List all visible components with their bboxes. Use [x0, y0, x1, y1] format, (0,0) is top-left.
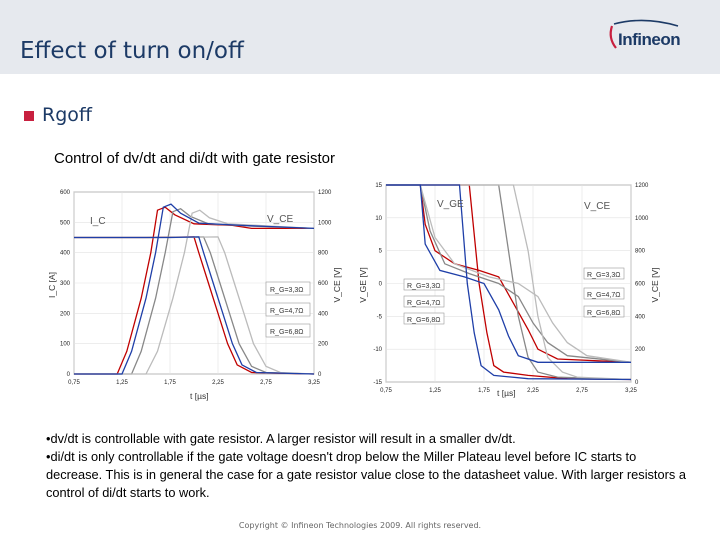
y2-tick-label: 600: [635, 282, 646, 288]
y-tick-label: -15: [373, 380, 382, 386]
left-y2-ticks: 0 200 400 600 800 1000 1200: [318, 190, 332, 378]
notes: •dv/dt is controllable with gate resisto…: [46, 430, 686, 502]
slide-title: Effect of turn on/off: [20, 38, 244, 64]
left-legend-item: R_G=4,7Ω: [270, 308, 303, 315]
series-line-vce: [74, 209, 315, 375]
left-y-ticks: 0 100 200 300 400 500 600: [60, 190, 71, 378]
x-tick-label: 3,25: [308, 380, 320, 386]
right-curve-label-vce: V_CE: [584, 201, 610, 212]
note-line: •dv/dt is controllable with gate resisto…: [46, 431, 516, 446]
y-tick-label: 300: [60, 281, 71, 287]
y-tick-label: -10: [373, 347, 382, 353]
y2-tick-label: 1000: [635, 216, 649, 222]
left-ylabel: I_C [A]: [47, 272, 57, 298]
y2-tick-label: 600: [318, 281, 329, 287]
right-xlabel: t [µs]: [497, 388, 516, 398]
series-line-vge: [386, 184, 632, 363]
left-curve-label-ic: I_C: [90, 216, 106, 227]
logo-text: Infineon: [618, 30, 680, 49]
left-xlabel: t [µs]: [190, 391, 209, 401]
y-tick-label: 0: [67, 372, 71, 378]
right-legend-item: R_G=4,7Ω: [587, 292, 620, 299]
x-tick-label: 2,75: [260, 380, 272, 386]
y2-tick-label: 200: [635, 347, 646, 353]
right-legend-item: R_G=4,7Ω: [407, 300, 440, 307]
charts-canvas: 0,75 1,25 1,75 2,25 2,75 3,25 010020030040050…: [47, 183, 660, 401]
y-tick-label: 0: [379, 282, 383, 288]
copyright: Copyright © Infineon Technologies 2009. …: [238, 521, 482, 530]
left-series: [74, 203, 315, 375]
y-tick-label: 100: [60, 342, 71, 348]
left-curve-label-vce: V_CE: [267, 214, 293, 225]
right-chart: 0,75 1,25 1,75 2,25 2,75 3,25 -15-10-5051015 …: [358, 183, 660, 398]
y2-tick-label: 800: [318, 251, 329, 257]
x-tick-label: 1,25: [116, 380, 128, 386]
right-legend-left: R_G=3,3Ω R_G=4,7Ω R_G=6,8Ω: [403, 278, 445, 325]
x-tick-label: 1,25: [429, 388, 441, 394]
series-line-vce: [74, 203, 315, 375]
y2-tick-label: 400: [318, 311, 329, 317]
y2-tick-label: 0: [318, 372, 322, 378]
right-legend-item: R_G=3,3Ω: [587, 272, 620, 279]
series-line-ic: [74, 236, 315, 375]
left-x-ticks: 0,75 1,25 1,75 2,25 2,75 3,25: [68, 380, 320, 386]
series-line-vge: [386, 184, 632, 363]
x-tick-label: 2,25: [527, 388, 539, 394]
y2-tick-label: 1200: [318, 190, 332, 196]
right-legend-item: R_G=6,8Ω: [407, 317, 440, 324]
x-tick-label: 1,75: [164, 380, 176, 386]
series-line-vce: [386, 184, 632, 381]
y2-tick-label: 200: [318, 342, 329, 348]
left-grid: [73, 191, 315, 375]
y2-tick-label: 0: [635, 380, 639, 386]
y-tick-label: -5: [377, 314, 383, 320]
title-bar: Effect of turn on/off Infineon: [0, 0, 720, 74]
x-tick-label: 0,75: [68, 380, 80, 386]
y-tick-label: 15: [375, 183, 382, 189]
x-tick-label: 0,75: [380, 388, 392, 394]
left-y2label: V_CE [V]: [332, 268, 342, 303]
y-tick-label: 400: [60, 251, 71, 257]
y2-tick-label: 1200: [635, 183, 649, 189]
series-line-vce: [386, 184, 632, 381]
y2-tick-label: 1000: [318, 220, 332, 226]
right-curve-label-vge: V_GE: [437, 199, 464, 210]
right-x-ticks: 0,75 1,25 1,75 2,25 2,75 3,25: [380, 388, 637, 394]
bullet-heading: Rgoff: [42, 104, 92, 126]
y2-tick-label: 400: [635, 314, 646, 320]
right-legend-item: R_G=3,3Ω: [407, 283, 440, 290]
y-tick-label: 600: [60, 190, 71, 196]
bullet-marker: [24, 111, 34, 121]
left-legend: R_G=3,3Ω R_G=4,7Ω R_G=6,8Ω: [265, 281, 311, 338]
y-tick-label: 500: [60, 220, 71, 226]
y-tick-label: 5: [379, 249, 383, 255]
right-legend-right: R_G=3,3Ω R_G=4,7Ω R_G=6,8Ω: [583, 267, 625, 318]
x-tick-label: 3,25: [625, 388, 637, 394]
left-chart: 0,75 1,25 1,75 2,25 2,75 3,25 0 100 200 300 400 50…: [47, 190, 342, 401]
x-tick-label: 2,75: [576, 388, 588, 394]
y2-tick-label: 800: [635, 249, 646, 255]
chart-subtitle: Control of dv/dt and di/dt with gate res…: [54, 150, 335, 167]
series-line-vce: [74, 206, 314, 375]
series-line-vge: [386, 184, 631, 363]
right-y2-ticks: 0 200 400 600 800 1000 1200: [635, 183, 649, 386]
right-y-ticks: -15 -10 -5 0 5 10 15: [373, 183, 382, 386]
infineon-logo: Infineon: [609, 19, 681, 49]
right-y2label: V_CE [V]: [650, 268, 660, 303]
y-tick-label: 10: [375, 216, 382, 222]
y-tick-label: 200: [60, 311, 71, 317]
right-legend-item: R_G=6,8Ω: [587, 310, 620, 317]
x-tick-label: 1,75: [478, 388, 490, 394]
x-tick-label: 2,25: [212, 380, 224, 386]
note-line: •di/dt is only controllable if the gate …: [46, 449, 686, 500]
left-legend-item: R_G=6,8Ω: [270, 329, 303, 336]
right-ylabel: V_GE [V]: [358, 267, 368, 302]
right-series: [386, 184, 632, 381]
left-legend-item: R_G=3,3Ω: [270, 287, 303, 294]
series-line-vge: [386, 184, 632, 363]
